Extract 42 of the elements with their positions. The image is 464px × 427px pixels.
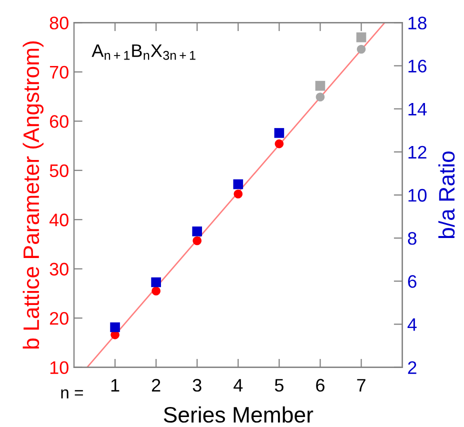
y2-tick-label: 12: [408, 146, 426, 158]
point: [356, 44, 366, 54]
x-tick-label: 6: [316, 378, 324, 392]
y2-tick-label: 14: [408, 102, 427, 116]
point: [152, 286, 160, 296]
y-tick-label: 10: [50, 361, 68, 374]
x-tick-label: 4: [234, 379, 243, 392]
y2-tick-label: 18: [408, 16, 426, 30]
y-tick-label: 30: [50, 262, 68, 276]
y-tick-label: 40: [49, 214, 68, 226]
point: [274, 128, 284, 138]
point: [192, 236, 202, 246]
x-axis-title: Series Member: [164, 406, 314, 423]
y2-tick-label: 16: [408, 60, 426, 72]
y-tick-label: 80: [50, 16, 68, 30]
y2-tick-label: 8: [408, 232, 416, 245]
x-tick-label: 7: [357, 379, 366, 392]
y2-tick-label: 6: [408, 275, 416, 288]
point: [356, 32, 366, 42]
point: [192, 226, 202, 236]
x-tick-label: 5: [274, 379, 284, 392]
y2-tick-label: 10: [408, 188, 427, 202]
point: [233, 179, 244, 190]
annotation: A$_{n+1}$B$_{n}$X$_{3n+1}$: [92, 44, 196, 60]
point: [274, 139, 284, 148]
y-tick-label: 20: [50, 312, 68, 325]
point: [315, 80, 326, 91]
x-tick-label: 1: [111, 379, 120, 392]
point: [316, 92, 325, 102]
y2-axis-title: b/a Ratio: [438, 151, 455, 238]
point: [234, 190, 243, 198]
text: n =: [61, 389, 83, 398]
point: [151, 277, 161, 288]
point: [110, 322, 120, 332]
x-tick-label: 3: [192, 378, 202, 392]
y2-tick-label: 2: [408, 361, 416, 374]
y-tick-label: 50: [50, 164, 68, 178]
y-tick-label: 60: [50, 115, 68, 128]
y2-tick-label: 4: [408, 318, 417, 331]
y-tick-label: 70: [50, 66, 68, 79]
y-axis-title: b Lattice Parameter (Angstrom): [22, 41, 44, 349]
x-tick-label: 2: [152, 378, 160, 392]
